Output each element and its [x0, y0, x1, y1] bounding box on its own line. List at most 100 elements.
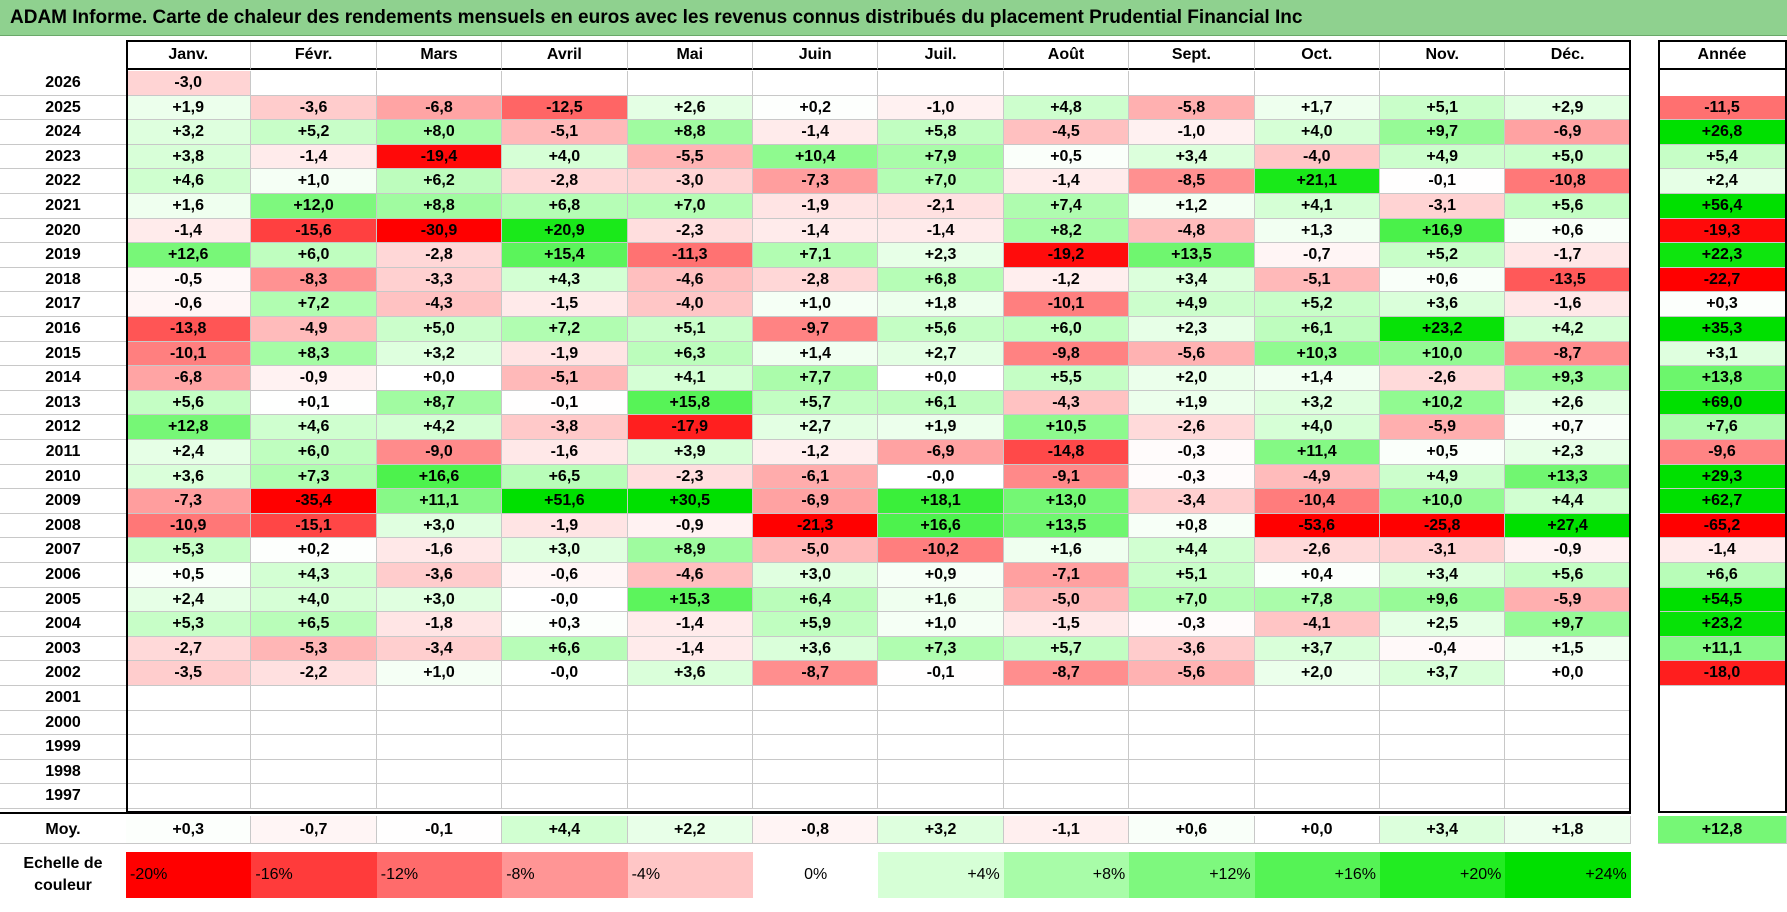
heatmap-cell: -10,4 [1254, 489, 1380, 514]
month-header: Sept. [1129, 40, 1255, 70]
heatmap-cell: +4,2 [1505, 317, 1631, 342]
heatmap-cell: -4,0 [627, 292, 753, 317]
heatmap-cell: -4,0 [1254, 144, 1380, 170]
heatmap-cell: -3,0 [627, 169, 753, 194]
heatmap-cell: -3,6 [1129, 636, 1255, 662]
heatmap-cell: +0,2 [753, 95, 879, 121]
heatmap-cell: +1,9 [126, 95, 252, 121]
heatmap-cell: +3,0 [376, 513, 503, 539]
heatmap-cell: +15,4 [502, 243, 628, 268]
heatmap-cell: +2,9 [1505, 95, 1631, 121]
heatmap-cell: +16,9 [1380, 218, 1506, 244]
heatmap-cell: -4,3 [376, 292, 503, 317]
heatmap-cell [753, 759, 879, 785]
heatmap-cell: -10,9 [126, 513, 252, 539]
heatmap-cell: +1,3 [1254, 218, 1380, 244]
heatmap-cell [1254, 686, 1380, 711]
year-label: 2005 [0, 588, 126, 613]
heatmap-cell: -0,1 [1380, 169, 1506, 194]
year-label: 2001 [0, 686, 126, 711]
heatmap-cell: -6,8 [126, 366, 252, 391]
heatmap-cell: -19,4 [376, 144, 503, 170]
heatmap-cell: +11,1 [376, 489, 503, 514]
heatmap-cell: +1,0 [251, 169, 377, 194]
heatmap-cell [376, 735, 503, 760]
average-cell: +3,2 [878, 816, 1004, 844]
heatmap-cell: +8,8 [627, 120, 753, 145]
heatmap-cell: -1,4 [251, 144, 377, 170]
heatmap-cell [502, 735, 628, 760]
heatmap-cell [753, 710, 879, 736]
month-header: Déc. [1505, 40, 1631, 70]
color-scale-swatch: +12% [1129, 852, 1255, 898]
annual-cell: +29,3 [1658, 464, 1787, 490]
year-label: 2025 [0, 96, 126, 121]
heatmap-cell: -1,6 [502, 440, 628, 465]
heatmap-cell: -30,9 [376, 218, 503, 244]
annual-cell: +22,3 [1658, 243, 1787, 268]
heatmap-cell [376, 710, 503, 736]
heatmap-cell: +3,0 [753, 563, 879, 588]
heatmap-cell: +12,0 [251, 194, 377, 219]
heatmap-cell: +5,3 [126, 612, 252, 637]
heatmap-cell: +1,6 [126, 194, 252, 219]
heatmap-cell [251, 759, 377, 785]
year-label: 2006 [0, 563, 126, 588]
heatmap-cell: +6,5 [502, 464, 628, 490]
heatmap-cell: -4,6 [627, 563, 753, 588]
heatmap-cell: +0,4 [1254, 563, 1380, 588]
average-cell: +3,4 [1380, 816, 1506, 844]
heatmap-cell [878, 71, 1004, 96]
heatmap-cell: -3,8 [502, 415, 628, 440]
year-label: 1998 [0, 760, 126, 785]
heatmap-cell: -0,1 [878, 661, 1004, 686]
heatmap-cell [251, 735, 377, 760]
heatmap-cell [126, 735, 252, 760]
heatmap-cell: +4,3 [502, 267, 628, 293]
heatmap-cell: +16,6 [878, 513, 1004, 539]
heatmap-cell [251, 710, 377, 736]
heatmap-cell [376, 784, 503, 809]
heatmap-cell: +2,7 [878, 341, 1004, 367]
heatmap-cell: +5,7 [753, 390, 879, 416]
heatmap-cell: +1,9 [1129, 390, 1255, 416]
heatmap-cell: +10,3 [1254, 341, 1380, 367]
heatmap-cell: +2,6 [627, 95, 753, 121]
month-header: Juin [753, 40, 879, 70]
heatmap-cell: -0,9 [1505, 538, 1631, 563]
heatmap-cell: +5,2 [1380, 243, 1506, 268]
year-label: 2000 [0, 711, 126, 736]
heatmap-cell: +11,4 [1254, 440, 1380, 465]
average-cell: +4,4 [502, 816, 628, 844]
heatmap-cell: +0,5 [1380, 440, 1506, 465]
heatmap-cell [502, 71, 628, 96]
heatmap-cell: -1,4 [753, 218, 879, 244]
heatmap-cell: +4,6 [126, 169, 252, 194]
color-scale-swatch: -20% [126, 852, 252, 898]
heatmap-cell: -3,4 [1129, 489, 1255, 514]
heatmap-cell: +4,0 [251, 587, 377, 613]
year-label: 2004 [0, 612, 126, 637]
heatmap-cell: -3,6 [376, 563, 503, 588]
year-label: 2013 [0, 391, 126, 416]
annual-cell: +13,8 [1658, 366, 1787, 391]
heatmap-cell: -5,0 [1003, 587, 1130, 613]
heatmap-cell: -1,4 [753, 120, 879, 145]
heatmap-cell [251, 784, 377, 809]
heatmap-cell: +5,5 [1003, 366, 1130, 391]
annual-cell: +5,4 [1658, 144, 1787, 170]
month-header: Mars [376, 40, 503, 70]
heatmap-cell: +0,2 [251, 538, 377, 563]
heatmap-cell [1380, 71, 1506, 96]
year-label: 2019 [0, 243, 126, 268]
month-header: Févr. [251, 40, 377, 70]
heatmap-cell: +23,2 [1380, 317, 1506, 342]
heatmap-cell: +15,3 [627, 587, 753, 613]
heatmap-cell: -1,4 [627, 612, 753, 637]
heatmap-cell: +8,0 [376, 120, 503, 145]
heatmap-cell [753, 784, 879, 809]
heatmap-cell [1003, 784, 1130, 809]
heatmap-cell: +4,6 [251, 415, 377, 440]
heatmap-cell: +3,7 [1254, 636, 1380, 662]
heatmap-cell: +10,2 [1380, 390, 1506, 416]
